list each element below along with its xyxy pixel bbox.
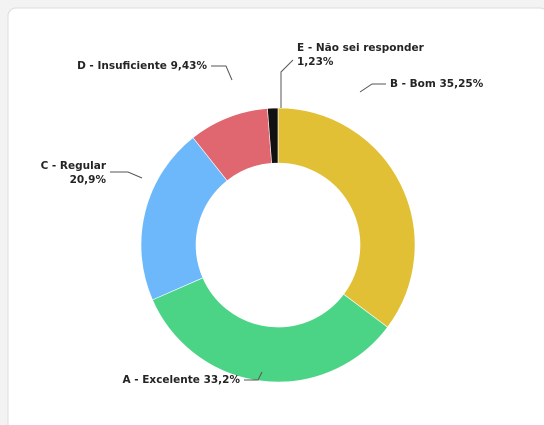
leader-line	[211, 65, 233, 81]
leader-line	[110, 171, 143, 179]
donut-slice	[277, 107, 416, 328]
slice-value-label: 33,2%	[204, 374, 241, 386]
leader-line	[359, 83, 386, 93]
slice-label: B - Bom	[390, 78, 436, 90]
slice-label-group: B - Bom 35,25%	[390, 78, 484, 90]
card	[7, 7, 544, 425]
leader-line	[280, 59, 294, 108]
leader-line	[244, 371, 263, 381]
slice-label: C - Regular	[41, 160, 107, 172]
slice-label: E - Não sei responder	[297, 42, 425, 54]
slice-label-group: A - Excelente 33,2%	[122, 374, 240, 386]
slice-value-label: 20,9%	[70, 174, 107, 186]
slice-value-label: 35,25%	[440, 78, 484, 90]
slice-label-group: D - Insuficiente 9,43%	[77, 60, 207, 72]
donut-slice	[267, 107, 279, 164]
slice-value-label: 1,23%	[297, 56, 334, 68]
slice-value-label: 9,43%	[171, 60, 208, 72]
slice-label: A - Excelente	[122, 374, 199, 386]
slice-label: D - Insuficiente	[77, 60, 167, 72]
donut-slice	[152, 277, 388, 383]
